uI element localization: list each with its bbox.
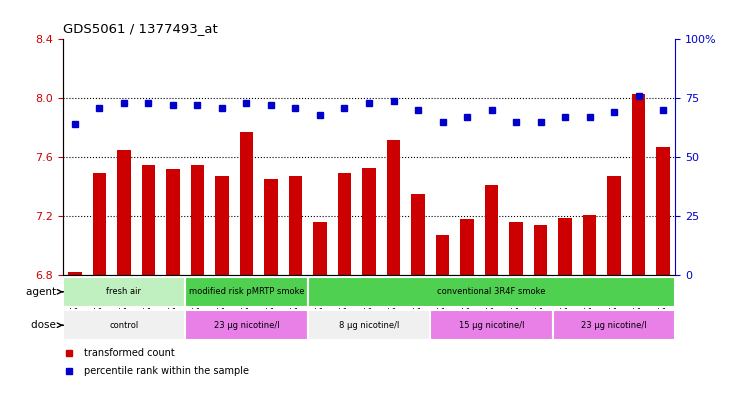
Bar [264, 179, 277, 275]
Bar [362, 167, 376, 275]
Text: 8 μg nicotine/l: 8 μg nicotine/l [339, 321, 399, 330]
Bar [656, 147, 670, 275]
Bar [435, 235, 449, 275]
Text: 23 μg nicotine/l: 23 μg nicotine/l [214, 321, 279, 330]
Text: 23 μg nicotine/l: 23 μg nicotine/l [582, 321, 646, 330]
Text: control: control [109, 321, 139, 330]
Text: dose: dose [31, 320, 59, 330]
Text: modified risk pMRTP smoke: modified risk pMRTP smoke [189, 287, 304, 296]
Bar [485, 185, 498, 275]
Text: agent: agent [26, 287, 59, 297]
Bar [68, 272, 82, 275]
Bar [308, 310, 430, 340]
Bar [93, 173, 106, 275]
Bar [411, 194, 425, 275]
Bar [632, 94, 645, 275]
Bar [534, 225, 548, 275]
Bar [461, 219, 474, 275]
Bar [558, 218, 572, 275]
Bar [553, 310, 675, 340]
Bar [63, 277, 185, 307]
Bar [190, 165, 204, 275]
Bar [430, 310, 553, 340]
Bar [338, 173, 351, 275]
Bar [313, 222, 327, 275]
Bar [583, 215, 596, 275]
Text: fresh air: fresh air [106, 287, 142, 296]
Bar [63, 310, 185, 340]
Bar [117, 150, 131, 275]
Text: transformed count: transformed count [84, 348, 175, 358]
Text: percentile rank within the sample: percentile rank within the sample [84, 365, 249, 376]
Bar [289, 176, 303, 275]
Bar [509, 222, 523, 275]
Bar [215, 176, 229, 275]
Bar [308, 277, 675, 307]
Bar [142, 165, 155, 275]
Bar [607, 176, 621, 275]
Text: GDS5061 / 1377493_at: GDS5061 / 1377493_at [63, 22, 218, 35]
Text: conventional 3R4F smoke: conventional 3R4F smoke [437, 287, 546, 296]
Bar [240, 132, 253, 275]
Text: 15 μg nicotine/l: 15 μg nicotine/l [459, 321, 524, 330]
Bar [185, 310, 308, 340]
Bar [185, 277, 308, 307]
Bar [166, 169, 180, 275]
Bar [387, 140, 400, 275]
